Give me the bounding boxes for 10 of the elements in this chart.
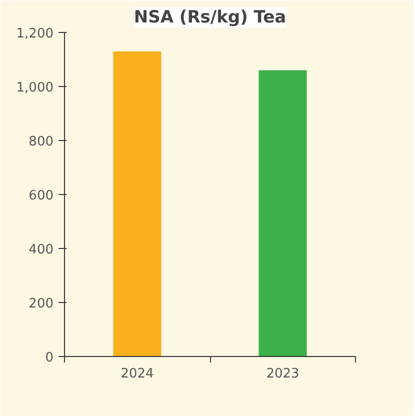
- y-tick-label: 800: [28, 134, 54, 150]
- y-tick-label: 400: [28, 242, 54, 258]
- y-tick-label: 0: [45, 350, 54, 366]
- y-tick-label: 600: [28, 188, 54, 204]
- x-tick-label: 2024: [120, 366, 154, 382]
- y-tick-label: 200: [28, 296, 54, 312]
- y-tick-label: 1,000: [16, 80, 54, 96]
- chart-title: NSA (Rs/kg) Tea: [134, 8, 286, 28]
- x-tick-label: 2023: [266, 366, 300, 382]
- y-tick-label: 1,200: [16, 26, 54, 42]
